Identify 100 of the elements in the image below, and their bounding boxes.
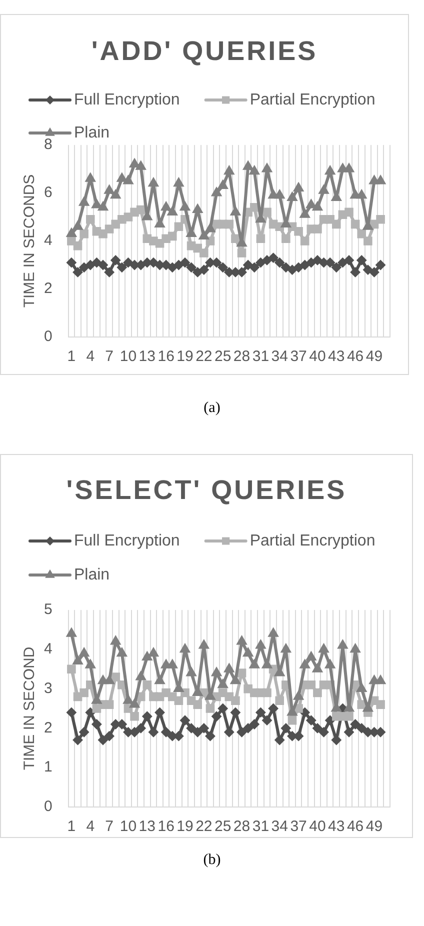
- point: [350, 267, 360, 278]
- point: [300, 659, 310, 668]
- point: [136, 205, 146, 214]
- point: [274, 735, 285, 746]
- point: [286, 192, 298, 202]
- point: [186, 667, 197, 676]
- point: [72, 267, 83, 278]
- x-tick-label: 43: [328, 818, 345, 836]
- point: [79, 727, 90, 738]
- point: [357, 229, 366, 238]
- point: [255, 639, 266, 649]
- x-tick-label: 7: [105, 818, 114, 836]
- point: [198, 264, 209, 275]
- x-tick-label: 4: [86, 348, 95, 366]
- x-tick-label: 19: [176, 348, 194, 366]
- x-tick-label: 40: [309, 348, 326, 366]
- point: [312, 201, 323, 211]
- point: [110, 636, 121, 645]
- point: [148, 727, 158, 738]
- point: [198, 639, 210, 649]
- point: [300, 236, 310, 246]
- point: [192, 727, 203, 738]
- point: [375, 674, 386, 684]
- point: [237, 668, 246, 678]
- point: [129, 158, 140, 168]
- legend-label: Full Encryption: [74, 532, 180, 550]
- x-tick-label: 7: [105, 348, 114, 366]
- point: [218, 180, 228, 190]
- point: [344, 163, 354, 172]
- point: [173, 177, 184, 187]
- legend-label: Plain: [74, 566, 110, 584]
- point: [256, 258, 266, 268]
- y-tick-label: 4: [44, 232, 52, 250]
- x-tick-label: 22: [196, 818, 212, 836]
- point: [242, 160, 254, 170]
- point: [344, 208, 354, 217]
- point: [318, 727, 329, 738]
- y-axis-title: TIME IN SECONDS: [21, 174, 38, 308]
- point: [375, 175, 386, 184]
- point: [91, 199, 102, 208]
- point: [280, 262, 291, 272]
- point: [294, 262, 304, 272]
- point: [80, 688, 88, 698]
- point: [356, 189, 367, 199]
- point: [66, 228, 77, 238]
- x-tick-label: 13: [138, 818, 156, 836]
- point: [161, 727, 172, 738]
- point: [287, 264, 298, 275]
- point: [275, 696, 284, 706]
- x-tick-label: 10: [120, 348, 137, 366]
- point: [306, 651, 316, 661]
- point: [206, 236, 215, 246]
- point: [344, 727, 354, 738]
- point: [288, 716, 297, 725]
- legend-label: Full Encryption: [74, 91, 180, 108]
- x-tick-label: 28: [233, 348, 250, 366]
- point: [362, 702, 374, 712]
- point: [312, 723, 322, 734]
- point: [236, 636, 248, 645]
- point: [344, 255, 354, 266]
- x-tick-label: 13: [138, 348, 156, 366]
- x-tick-label: 40: [309, 818, 326, 836]
- point: [294, 731, 304, 742]
- point: [180, 201, 190, 211]
- y-tick-label: 8: [44, 136, 52, 154]
- point: [256, 707, 266, 718]
- x-tick-label: 25: [214, 818, 232, 836]
- legend-label: Partial Encryption: [250, 91, 376, 108]
- point: [338, 258, 348, 268]
- point: [218, 704, 228, 714]
- point: [242, 647, 254, 657]
- point: [167, 659, 178, 668]
- point: [318, 184, 330, 194]
- point: [313, 224, 322, 234]
- y-tick-label: 3: [44, 680, 52, 697]
- point: [123, 258, 134, 268]
- x-tick-label: 34: [271, 348, 288, 366]
- point: [180, 643, 190, 653]
- point: [318, 643, 330, 653]
- point: [356, 682, 367, 692]
- x-tick-label: 34: [271, 818, 288, 836]
- x-tick-label: 31: [252, 818, 270, 836]
- x-tick-label: 25: [214, 348, 232, 366]
- x-tick-label: 4: [86, 818, 95, 836]
- point: [98, 735, 108, 746]
- y-tick-label: 0: [44, 798, 52, 816]
- x-tick-label: 37: [290, 348, 307, 366]
- point: [376, 700, 385, 709]
- point: [300, 260, 310, 270]
- point: [85, 659, 96, 668]
- point: [280, 643, 292, 653]
- point: [218, 262, 228, 272]
- text: (b): [202, 851, 222, 869]
- point: [78, 196, 90, 206]
- point: [350, 220, 360, 229]
- point: [167, 206, 178, 216]
- x-tick-label: 10: [120, 818, 137, 836]
- point: [92, 258, 102, 268]
- point: [85, 260, 96, 270]
- point: [129, 698, 140, 708]
